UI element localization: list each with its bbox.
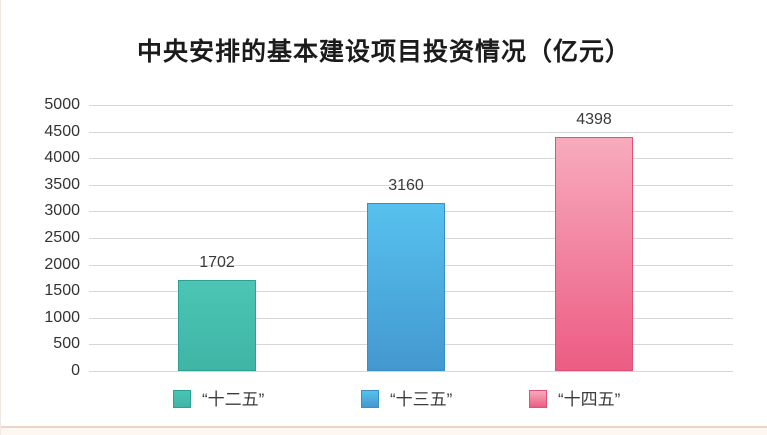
bar-1 [178, 280, 256, 371]
y-axis-tick-label-1500: 1500 [44, 282, 80, 300]
y-axis-tick-label-4500: 4500 [44, 122, 80, 140]
gridline-3500 [89, 184, 733, 186]
legend-item-2: “十三五” [361, 390, 452, 408]
gridline-5000 [89, 105, 733, 106]
legend-item-1: “十二五” [173, 390, 264, 408]
bar-value-label-1: 1702 [199, 254, 235, 272]
page-bottom-strip [1, 426, 767, 435]
y-axis-tick-label-3000: 3000 [44, 202, 80, 220]
bar-value-label-3: 4398 [576, 111, 612, 129]
legend-swatch-icon [173, 390, 191, 408]
bar-value-label-2: 3160 [388, 176, 424, 194]
legend-label-3: “十四五” [558, 389, 621, 409]
legend-label-1: “十二五” [202, 389, 265, 409]
gridline-4000 [89, 158, 733, 160]
y-axis-tick-label-3500: 3500 [44, 175, 80, 193]
legend-label-2: “十三五” [390, 389, 453, 409]
y-axis-tick-label-4000: 4000 [44, 149, 80, 167]
bar-2 [367, 202, 445, 371]
legend-swatch-icon [529, 390, 547, 408]
chart-title: 中央安排的基本建设项目投资情况（亿元） [136, 37, 631, 66]
legend: “十二五” “十三五” “十四五” [1, 390, 767, 414]
legend-swatch-icon [361, 390, 379, 408]
bar-3 [555, 137, 633, 371]
gridline-0 [89, 371, 733, 372]
legend-item-3: “十四五” [529, 390, 620, 408]
plot-area: 0 500 1000 1500 2000 2500 3000 3500 4000 4500 5000… [44, 97, 733, 379]
y-axis-tick-label-5000: 5000 [44, 96, 80, 113]
gridline-4500 [89, 131, 733, 133]
y-axis-tick-label-0: 0 [71, 362, 80, 379]
y-axis-tick-label-1000: 1000 [44, 308, 80, 326]
y-axis-tick-label-500: 500 [53, 335, 80, 353]
y-axis-tick-label-2000: 2000 [44, 255, 80, 273]
y-axis-tick-label-2500: 2500 [44, 229, 80, 246]
